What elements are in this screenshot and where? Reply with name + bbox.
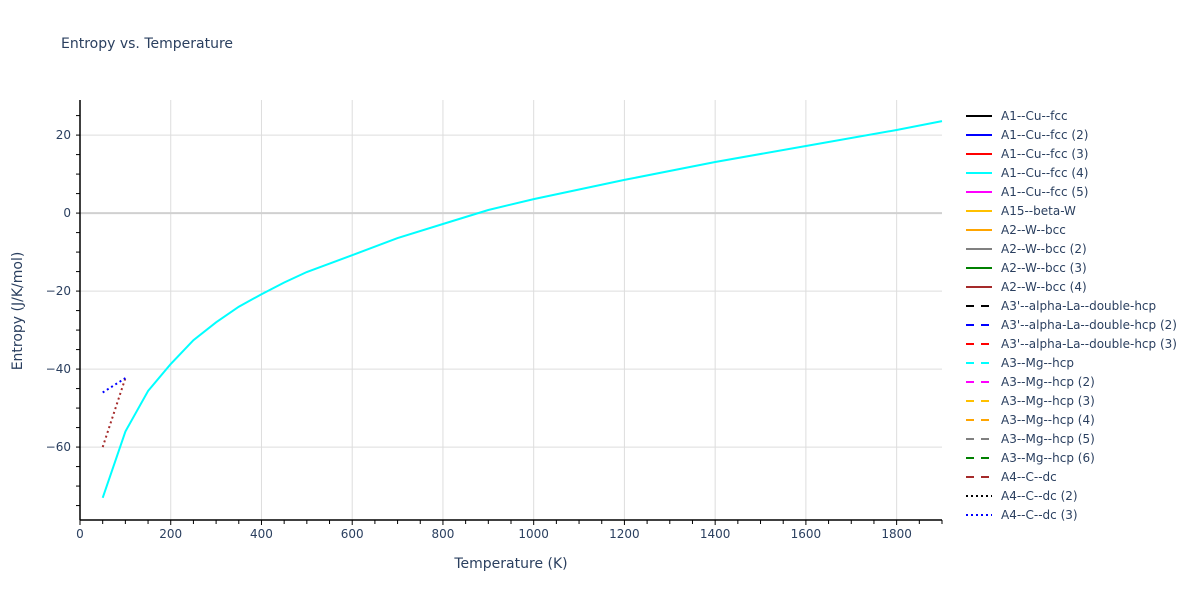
legend-item[interactable]: A1--Cu--fcc (3): [964, 144, 1177, 163]
legend-item[interactable]: A1--Cu--fcc (5): [964, 182, 1177, 201]
x-axis-title: Temperature (K): [453, 556, 567, 572]
x-tick-label: 400: [250, 527, 273, 541]
legend-line-icon: [964, 244, 994, 254]
legend-label: A3--Mg--hcp (4): [1001, 412, 1095, 427]
x-tick-label: 600: [341, 527, 364, 541]
legend-line-icon: [964, 396, 994, 406]
legend-label: A1--Cu--fcc (3): [1001, 146, 1089, 161]
x-tick-label: 800: [431, 527, 454, 541]
y-tick-label: 20: [56, 128, 71, 142]
legend-item[interactable]: A2--W--bcc (3): [964, 258, 1177, 277]
series-line: [102, 377, 126, 394]
y-tick-label: 0: [63, 206, 71, 220]
legend-line-icon: [964, 358, 994, 368]
legend-label: A4--C--dc (2): [1001, 488, 1078, 503]
legend-line-icon: [964, 415, 994, 425]
legend-item[interactable]: A3--Mg--hcp (3): [964, 391, 1177, 410]
x-tick-label: 1400: [700, 527, 731, 541]
x-tick-label: 1600: [791, 527, 822, 541]
legend-item[interactable]: A3'--alpha-La--double-hcp (3): [964, 334, 1177, 353]
y-axis-title: Entropy (J/K/mol): [10, 252, 26, 371]
legend-label: A4--C--dc: [1001, 469, 1057, 484]
legend-item[interactable]: A4--C--dc (3): [964, 505, 1177, 524]
legend-item[interactable]: A1--Cu--fcc: [964, 106, 1177, 125]
legend-item[interactable]: A2--W--bcc: [964, 220, 1177, 239]
legend-label: A2--W--bcc (2): [1001, 241, 1087, 256]
legend-line-icon: [964, 130, 994, 140]
legend-item[interactable]: A1--Cu--fcc (2): [964, 125, 1177, 144]
legend-line-icon: [964, 510, 994, 520]
legend-line-icon: [964, 206, 994, 216]
legend-label: A3--Mg--hcp: [1001, 355, 1074, 370]
legend-item[interactable]: A3'--alpha-La--double-hcp: [964, 296, 1177, 315]
axes: 0 200 400 600 800 1000 1200 1400 1600 1800200−20−…: [46, 100, 943, 541]
series-line: [101, 120, 943, 499]
chart-title: Entropy vs. Temperature: [61, 36, 234, 52]
legend-item[interactable]: A3--Mg--hcp (5): [964, 429, 1177, 448]
legend-item[interactable]: A3'--alpha-La--double-hcp (2): [964, 315, 1177, 334]
legend-line-icon: [964, 263, 994, 273]
legend-line-icon: [964, 453, 994, 463]
data-series: [101, 120, 943, 499]
legend-item[interactable]: A4--C--dc: [964, 467, 1177, 486]
legend-label: A3--Mg--hcp (3): [1001, 393, 1095, 408]
legend-item[interactable]: A2--W--bcc (2): [964, 239, 1177, 258]
y-tick-label: −40: [46, 362, 71, 376]
legend-label: A2--W--bcc: [1001, 222, 1066, 237]
y-tick-label: −20: [46, 284, 71, 298]
legend-line-icon: [964, 187, 994, 197]
legend-line-icon: [964, 149, 994, 159]
legend-item[interactable]: A3--Mg--hcp (2): [964, 372, 1177, 391]
legend-line-icon: [964, 377, 994, 387]
legend-label: A3'--alpha-La--double-hcp (3): [1001, 336, 1177, 351]
legend-line-icon: [964, 301, 994, 311]
legend-item[interactable]: A3--Mg--hcp: [964, 353, 1177, 372]
legend-line-icon: [964, 168, 994, 178]
series-line: [101, 377, 127, 448]
legend-item[interactable]: A15--beta-W: [964, 201, 1177, 220]
x-tick-label: 1800: [881, 527, 912, 541]
grid-lines: [80, 100, 942, 520]
legend: A1--Cu--fcc A1--Cu--fcc (2) A1--Cu--fcc (3…: [964, 106, 1177, 524]
legend-line-icon: [964, 225, 994, 235]
legend-line-icon: [964, 320, 994, 330]
legend-item[interactable]: A4--C--dc (2): [964, 486, 1177, 505]
legend-line-icon: [964, 491, 994, 501]
legend-label: A1--Cu--fcc (5): [1001, 184, 1089, 199]
legend-label: A4--C--dc (3): [1001, 507, 1078, 522]
legend-label: A1--Cu--fcc: [1001, 108, 1068, 123]
legend-line-icon: [964, 434, 994, 444]
legend-label: A3'--alpha-La--double-hcp: [1001, 298, 1157, 313]
y-tick-label: −60: [46, 440, 71, 454]
legend-label: A3'--alpha-La--double-hcp (2): [1001, 317, 1177, 332]
legend-label: A3--Mg--hcp (6): [1001, 450, 1095, 465]
legend-item[interactable]: A2--W--bcc (4): [964, 277, 1177, 296]
legend-item[interactable]: A3--Mg--hcp (6): [964, 448, 1177, 467]
x-tick-label: 0: [76, 527, 84, 541]
legend-line-icon: [964, 111, 994, 121]
legend-line-icon: [964, 339, 994, 349]
x-tick-label: 1000: [518, 527, 549, 541]
legend-label: A1--Cu--fcc (2): [1001, 127, 1089, 142]
legend-line-icon: [964, 472, 994, 482]
x-tick-label: 200: [159, 527, 182, 541]
legend-line-icon: [964, 282, 994, 292]
legend-label: A15--beta-W: [1001, 203, 1076, 218]
legend-label: A1--Cu--fcc (4): [1001, 165, 1089, 180]
x-tick-label: 1200: [609, 527, 640, 541]
legend-item[interactable]: A3--Mg--hcp (4): [964, 410, 1177, 429]
legend-label: A2--W--bcc (4): [1001, 279, 1087, 294]
legend-label: A3--Mg--hcp (5): [1001, 431, 1095, 446]
legend-item[interactable]: A1--Cu--fcc (4): [964, 163, 1177, 182]
legend-label: A3--Mg--hcp (2): [1001, 374, 1095, 389]
legend-label: A2--W--bcc (3): [1001, 260, 1087, 275]
